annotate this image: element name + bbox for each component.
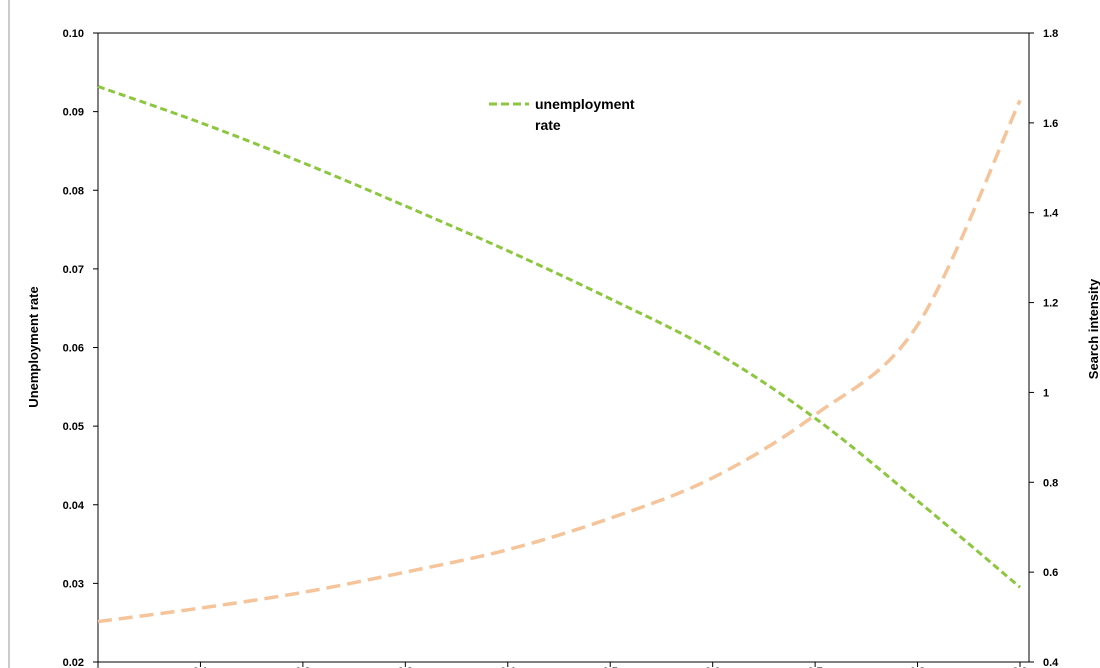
search-intensity-series-line xyxy=(97,99,1022,624)
y2-tick-label: 1.4 xyxy=(1043,208,1059,220)
x-tick-label: 0.9 xyxy=(1012,666,1027,668)
legend-label-line1: unemployment xyxy=(535,96,635,112)
x-tick-label: 0.2 xyxy=(295,666,310,668)
x-tick-label: 0.5 xyxy=(603,666,618,668)
plot-area xyxy=(97,32,1030,663)
x-axis: 0 0.1 0.2 0.3 0.4 0.5 0.6 0.7 0.8 0.9 xyxy=(95,662,1028,668)
y-tick-label: 0.03 xyxy=(63,578,84,590)
series-layer xyxy=(97,85,1022,624)
x-tick-label: 0.4 xyxy=(500,666,516,668)
x-tick-label: 0.3 xyxy=(398,666,413,668)
y-tick-label: 0.02 xyxy=(63,657,84,668)
y-tick-label: 0.04 xyxy=(63,500,85,512)
x-tick-label: 0 xyxy=(95,666,101,668)
y-tick-label: 0.06 xyxy=(63,343,84,355)
unemployment-rate-series-line xyxy=(97,85,1021,589)
y2-tick-label: 1.8 xyxy=(1043,28,1058,40)
y2-tick-label: 0.8 xyxy=(1043,477,1058,489)
y-tick-label: 0.10 xyxy=(63,28,84,40)
legend-label-line2: rate xyxy=(535,117,561,133)
y-axis-right: 0.4 0.6 0.8 1 1.2 1.4 1.6 1.8 xyxy=(1029,28,1059,668)
y-tick-label: 0.09 xyxy=(63,107,84,119)
x-tick-label: 0.8 xyxy=(910,666,925,668)
y-tick-label: 0.07 xyxy=(63,264,84,276)
legend: unemployment rate xyxy=(489,96,635,133)
y-axis-left: 0.02 0.03 0.04 0.05 0.06 0.07 0.08 0.09 0.10 xyxy=(63,28,98,668)
y2-tick-label: 1.6 xyxy=(1043,118,1058,130)
y-axis-title: Unemployment rate xyxy=(26,286,41,407)
y2-tick-label: 0.6 xyxy=(1043,567,1058,579)
x-tick-label: 0.7 xyxy=(807,666,822,668)
y-tick-label: 0.08 xyxy=(63,185,84,197)
x-tick-label: 0.1 xyxy=(193,666,208,668)
y2-axis-title: Search intensity xyxy=(1086,278,1100,379)
y-tick-label: 0.05 xyxy=(63,421,84,433)
y2-tick-label: 1.2 xyxy=(1043,298,1058,310)
y2-tick-label: 1 xyxy=(1043,387,1049,399)
x-tick-label: 0.6 xyxy=(705,666,720,668)
y2-tick-label: 0.4 xyxy=(1043,657,1059,668)
